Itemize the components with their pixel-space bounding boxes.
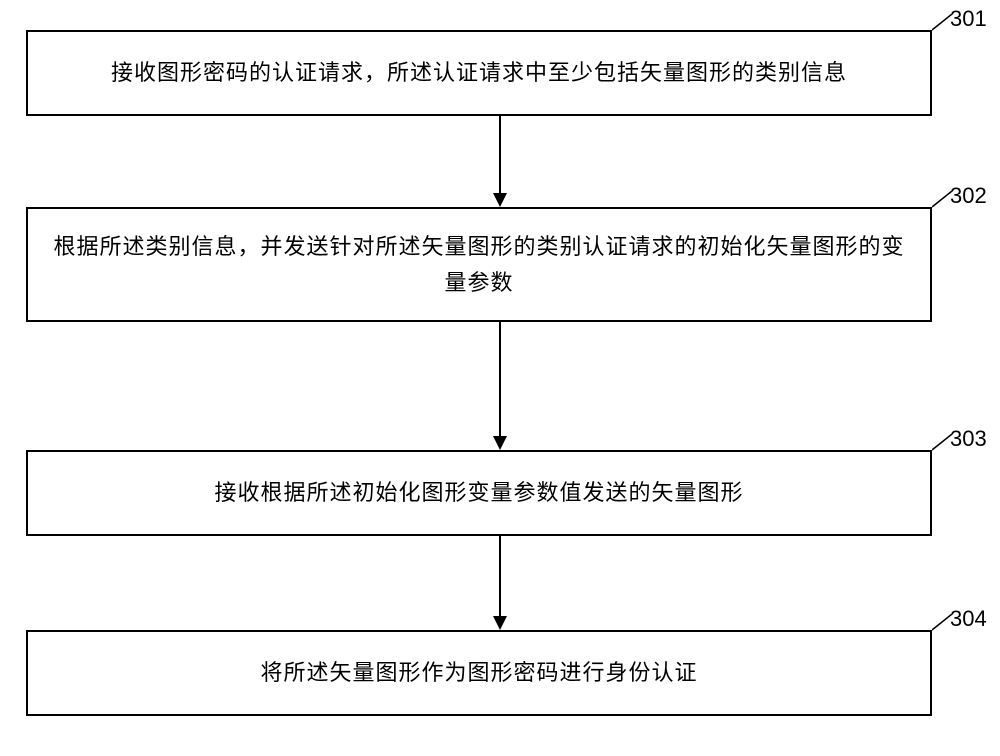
step-text-301: 接收图形密码的认证请求，所述认证请求中至少包括矢量图形的类别信息 (111, 55, 847, 90)
arrow-2 (488, 322, 512, 450)
flowchart-canvas: 接收图形密码的认证请求，所述认证请求中至少包括矢量图形的类别信息 301 根据所述类… (0, 0, 1000, 756)
step-box-301: 接收图形密码的认证请求，所述认证请求中至少包括矢量图形的类别信息 (26, 30, 932, 116)
step-box-304: 将所述矢量图形作为图形密码进行身份认证 (26, 630, 932, 716)
leader-line-303 (932, 434, 954, 452)
leader-line-302 (932, 191, 954, 209)
step-label-302: 302 (950, 183, 987, 209)
leader-line-304 (932, 614, 954, 632)
step-label-303: 303 (950, 426, 987, 452)
step-box-303: 接收根据所述初始化图形变量参数值发送的矢量图形 (26, 450, 932, 536)
step-text-303: 接收根据所述初始化图形变量参数值发送的矢量图形 (214, 475, 743, 510)
step-text-304: 将所述矢量图形作为图形密码进行身份认证 (260, 655, 697, 690)
step-label-301: 301 (950, 6, 987, 32)
arrow-3 (488, 536, 512, 630)
arrow-1 (488, 116, 512, 207)
step-text-302: 根据所述类别信息，并发送针对所述矢量图形的类别认证请求的初始化矢量图形的变量参数 (44, 229, 914, 299)
leader-line-301 (932, 14, 954, 32)
step-label-304: 304 (950, 606, 987, 632)
step-box-302: 根据所述类别信息，并发送针对所述矢量图形的类别认证请求的初始化矢量图形的变量参数 (26, 207, 932, 322)
